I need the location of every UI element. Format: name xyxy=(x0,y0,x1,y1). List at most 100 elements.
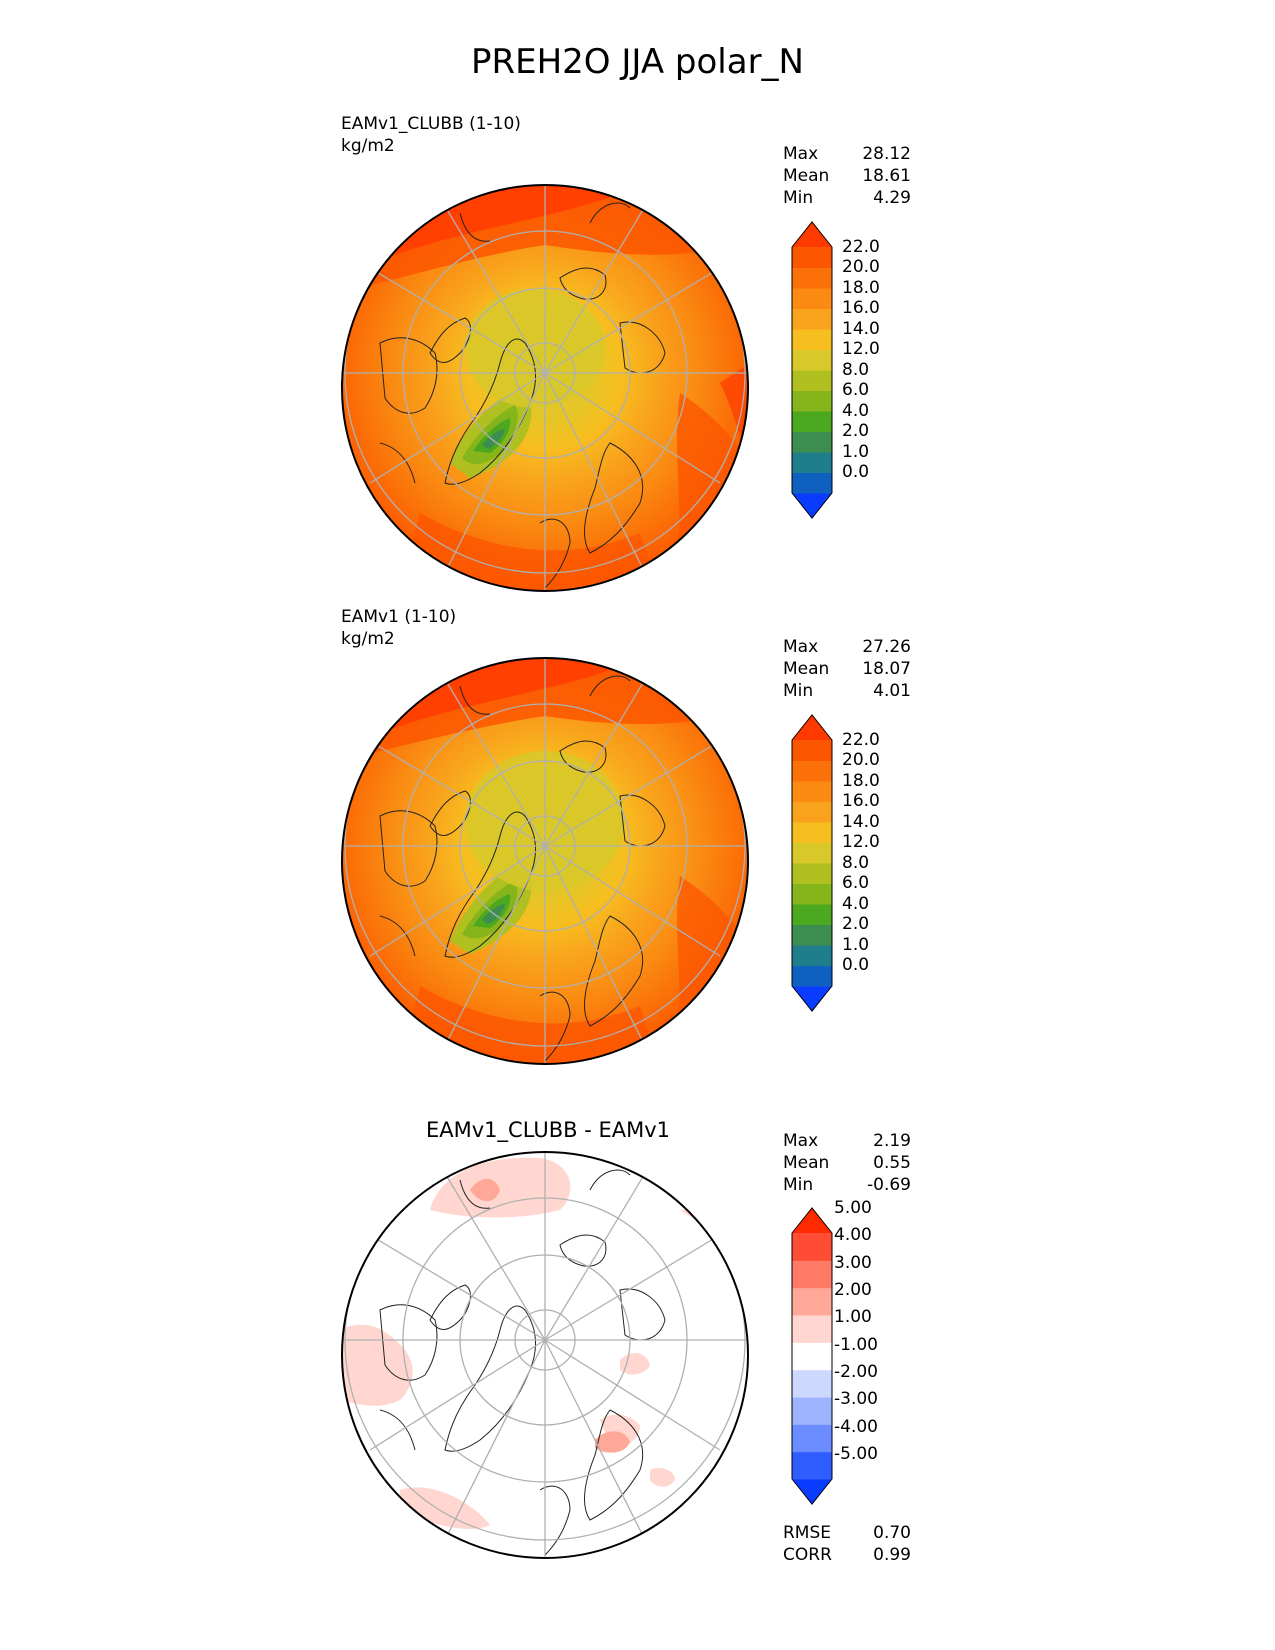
colorbar-segment xyxy=(792,431,832,453)
stat-max: Max 2.19 xyxy=(783,1131,911,1151)
colorbar-segment xyxy=(792,863,832,884)
panel2-stats: Max 27.26 Mean 18.07 Min 4.01 xyxy=(783,636,911,702)
colorbar-extend-bottom xyxy=(792,986,832,1012)
colorbar-segment xyxy=(792,1397,832,1425)
colorbar-tick-label: 6.0 xyxy=(842,873,870,893)
colorbar-segment xyxy=(792,247,832,268)
colorbar-tick-label: 1.0 xyxy=(842,441,870,462)
colorbar-extend-top xyxy=(792,714,832,740)
colorbar-segment xyxy=(792,1342,832,1371)
colorbar-tick-label: 4.0 xyxy=(842,893,870,914)
stat-max: Max 28.12 xyxy=(783,144,911,164)
colorbar-segment xyxy=(792,904,832,925)
colorbar-segment xyxy=(792,349,832,371)
colorbar-segment xyxy=(792,1451,832,1480)
colorbar-tick-label: 0.0 xyxy=(842,955,870,975)
coastlines xyxy=(379,675,666,1062)
stat-rmse: RMSE 0.70 xyxy=(783,1523,911,1543)
stat-max: Max 27.26 xyxy=(783,637,911,657)
colorbar-tick-label: 4.00 xyxy=(834,1225,872,1246)
colorbar-tick-label: 2.00 xyxy=(834,1280,872,1300)
stat-corr: CORR 0.99 xyxy=(783,1545,911,1565)
colorbar-segment xyxy=(792,781,832,802)
stat-mean: Mean 18.61 xyxy=(783,166,911,186)
colorbar-extend-bottom xyxy=(792,493,832,519)
colorbar-tick-label: 0.0 xyxy=(842,462,870,482)
colorbar-segment xyxy=(792,924,832,946)
colorbar-segment xyxy=(792,965,832,987)
colorbar-segment xyxy=(792,842,832,864)
colorbar-tick-label: 8.0 xyxy=(842,359,870,380)
graticule xyxy=(342,1152,748,1558)
colorbar-extend-bottom xyxy=(792,1479,832,1505)
colorbar-tick-label: -1.00 xyxy=(834,1334,878,1355)
panel1-colorbar xyxy=(791,221,833,519)
panel3-stats: Max 2.19 Mean 0.55 Min -0.69 xyxy=(783,1130,911,1196)
graticule xyxy=(342,185,748,591)
stat-min: Min 4.29 xyxy=(783,188,911,208)
panel3-colorbar-ticks: -5.00 -4.00 -3.00 -2.00 -1.00 1.00 2.00 3.00 4.0… xyxy=(834,1198,904,1505)
stat-mean: Mean 18.07 xyxy=(783,659,911,679)
colorbar-segment xyxy=(792,883,832,905)
colorbar-tick-label: 16.0 xyxy=(842,791,880,811)
panel2-colorbar-ticks: 0.0 1.0 2.0 4.0 6.0 8.0 12.0 14.0 16.0 18.0 20.0 22… xyxy=(842,714,902,1012)
figure-title: PREH2O JJA polar_N xyxy=(471,42,804,82)
colorbar-segment xyxy=(792,390,832,412)
colorbar-tick-label: 22.0 xyxy=(842,236,880,257)
colorbar-tick-label: 6.0 xyxy=(842,380,870,400)
colorbar-tick-label: 14.0 xyxy=(842,811,880,832)
panel1-name: EAMv1_CLUBB (1-10) xyxy=(341,114,521,134)
colorbar-segment xyxy=(792,1315,832,1343)
colorbar-tick-label: 18.0 xyxy=(842,770,880,791)
colorbar-segment xyxy=(792,267,832,289)
panel2-polar-map xyxy=(341,657,749,1065)
colorbar-segment xyxy=(792,1424,832,1453)
colorbar-tick-label: 16.0 xyxy=(842,298,880,318)
panel1-colorbar-ticks: 0.0 1.0 2.0 4.0 6.0 8.0 12.0 14.0 16.0 18.0 20.0 22… xyxy=(842,221,902,519)
colorbar-segment xyxy=(792,822,832,843)
colorbar-tick-label: 20.0 xyxy=(842,257,880,277)
colorbar-tick-label: -2.00 xyxy=(834,1362,878,1382)
colorbar-tick-label: 5.00 xyxy=(834,1198,872,1218)
panel2-label: EAMv1 (1-10) kg/m2 xyxy=(341,606,456,650)
colorbar-tick-label: 14.0 xyxy=(842,318,880,339)
panel2-units: kg/m2 xyxy=(341,629,395,649)
colorbar-segment xyxy=(792,411,832,432)
colorbar-segment xyxy=(792,472,832,494)
colorbar-segment xyxy=(792,288,832,309)
panel3-title: EAMv1_CLUBB - EAMv1 xyxy=(425,1118,670,1142)
panel3-colorbar xyxy=(791,1207,833,1505)
colorbar-tick-label: 1.00 xyxy=(834,1307,872,1328)
colorbar-tick-label: -4.00 xyxy=(834,1416,878,1437)
colorbar-tick-label: -5.00 xyxy=(834,1444,878,1464)
panel3-extra-stats: RMSE 0.70 CORR 0.99 xyxy=(783,1522,911,1566)
colorbar-segment xyxy=(792,452,832,473)
colorbar-segment xyxy=(792,801,832,823)
colorbar-tick-label: 20.0 xyxy=(842,750,880,770)
colorbar-tick-label: 3.00 xyxy=(834,1252,872,1273)
panel3-polar-map xyxy=(341,1151,749,1559)
colorbar-segment xyxy=(792,760,832,782)
colorbar-segment xyxy=(792,370,832,391)
colorbar-tick-label: 12.0 xyxy=(842,339,880,359)
colorbar-tick-label: 22.0 xyxy=(842,729,880,750)
colorbar-segment xyxy=(792,308,832,330)
colorbar-tick-label: 8.0 xyxy=(842,852,870,873)
colorbar-tick-label: 2.0 xyxy=(842,421,870,441)
colorbar-segment xyxy=(792,740,832,761)
colorbar-segment xyxy=(792,329,832,350)
colorbar-tick-label: 18.0 xyxy=(842,277,880,298)
colorbar-tick-label: 4.0 xyxy=(842,400,870,421)
colorbar-tick-label: -3.00 xyxy=(834,1389,878,1410)
panel2-colorbar xyxy=(791,714,833,1012)
colorbar-tick-label: 2.0 xyxy=(842,914,870,934)
colorbar-segment xyxy=(792,1287,832,1316)
colorbar-segment xyxy=(792,1233,832,1261)
panel1-stats: Max 28.12 Mean 18.61 Min 4.29 xyxy=(783,143,911,209)
stat-mean: Mean 0.55 xyxy=(783,1153,911,1173)
colorbar-segment xyxy=(792,1260,832,1289)
colorbar-segment xyxy=(792,945,832,966)
colorbar-tick-label: 1.0 xyxy=(842,934,870,955)
colorbar-extend-top xyxy=(792,1207,832,1233)
panel1-polar-map xyxy=(341,184,749,592)
